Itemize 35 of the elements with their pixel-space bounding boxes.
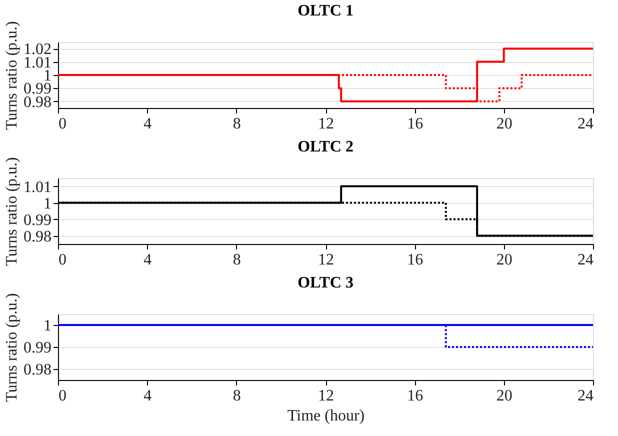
y-axis-title: Turns ratio (p.u.) <box>4 293 20 402</box>
x-tick-label: 4 <box>144 116 152 132</box>
y-tick-label: 0.99 <box>24 212 52 229</box>
y-tick-label: 0.99 <box>24 340 52 356</box>
x-tick-label: 8 <box>232 116 241 132</box>
x-tick-label: 24 <box>578 388 594 404</box>
y-axis-title: Turns ratio (p.u.) <box>4 21 20 130</box>
x-tick-label: 0 <box>58 116 66 132</box>
y-tick-label: 0.98 <box>24 362 52 378</box>
x-tick-label: 12 <box>318 388 334 404</box>
x-tick-label: 16 <box>407 116 424 132</box>
x-tick-label: 4 <box>144 388 152 404</box>
y-tick-label: 1 <box>44 318 52 334</box>
x-axis-title: Time (hour) <box>287 408 365 424</box>
x-tick-label: 12 <box>318 252 334 268</box>
x-tick-label: 4 <box>144 252 152 268</box>
x-tick-label: 20 <box>496 388 512 404</box>
x-tick-label: 8 <box>232 252 241 268</box>
chart-title: OLTC 2 <box>298 138 354 156</box>
y-tick-label: 1 <box>44 195 52 212</box>
x-tick-label: 8 <box>232 388 241 404</box>
x-tick-label: 20 <box>496 116 512 132</box>
y-tick-label: 0.98 <box>24 228 52 246</box>
y-tick-label: 1.01 <box>24 178 52 196</box>
y-axis-title: Turns ratio (p.u.) <box>4 157 20 266</box>
x-tick-label: 16 <box>407 388 424 404</box>
x-tick-label: 12 <box>318 116 334 132</box>
x-tick-label: 24 <box>578 252 594 268</box>
chart-title: OLTC 1 <box>298 2 354 20</box>
x-tick-label: 0 <box>58 388 66 404</box>
x-tick-label: 24 <box>578 116 594 132</box>
chart-title: OLTC 3 <box>298 274 354 292</box>
x-tick-label: 20 <box>496 252 512 268</box>
x-tick-label: 0 <box>58 252 66 268</box>
x-tick-label: 16 <box>407 252 424 268</box>
